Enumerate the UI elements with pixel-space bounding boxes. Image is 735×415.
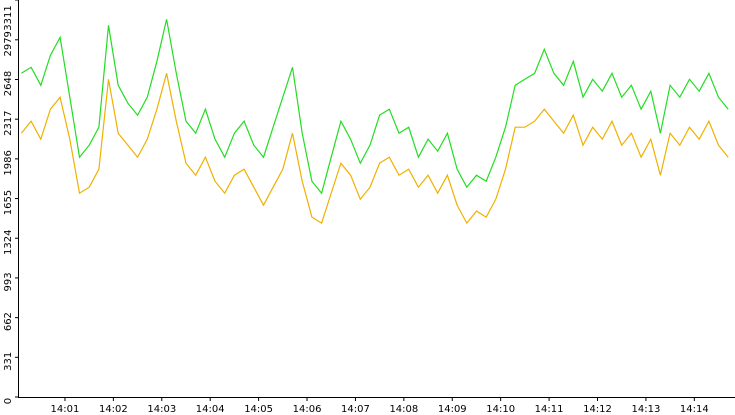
x-tick-label: 14:06 xyxy=(293,404,322,415)
x-tick-label: 14:08 xyxy=(389,404,418,415)
x-tick-label: 14:02 xyxy=(99,404,128,415)
y-tick-label: 2648 xyxy=(3,71,14,96)
y-tick-label: 0 xyxy=(3,398,14,404)
y-tick-label: 993 xyxy=(3,272,14,291)
x-tick-label: 14:01 xyxy=(51,404,80,415)
x-tick-label: 14:05 xyxy=(244,404,273,415)
y-tick-label: 1655 xyxy=(3,190,14,215)
x-tick-label: 14:12 xyxy=(583,404,612,415)
x-tick-label: 14:10 xyxy=(486,404,515,415)
y-tick-label: 1986 xyxy=(3,150,14,175)
y-tick-label: 1324 xyxy=(3,230,14,255)
data-line xyxy=(21,19,729,195)
y-tick-label: 2317 xyxy=(3,110,14,135)
x-tick-label: 14:04 xyxy=(196,404,225,415)
y-tick-label: 2979 xyxy=(3,31,14,56)
x-tick-label: 14:14 xyxy=(680,404,709,415)
x-tick-label: 14:09 xyxy=(438,404,467,415)
x-tick-label: 14:07 xyxy=(341,404,370,415)
y-tick-label: 3311 xyxy=(3,5,14,30)
y-tick-label: 331 xyxy=(3,352,14,371)
x-tick-label: 14:11 xyxy=(535,404,564,415)
y-tick-label: 662 xyxy=(3,312,14,331)
x-tick-label: 14:13 xyxy=(632,404,661,415)
data-line xyxy=(20,73,729,225)
x-tick-label: 14:03 xyxy=(147,404,176,415)
